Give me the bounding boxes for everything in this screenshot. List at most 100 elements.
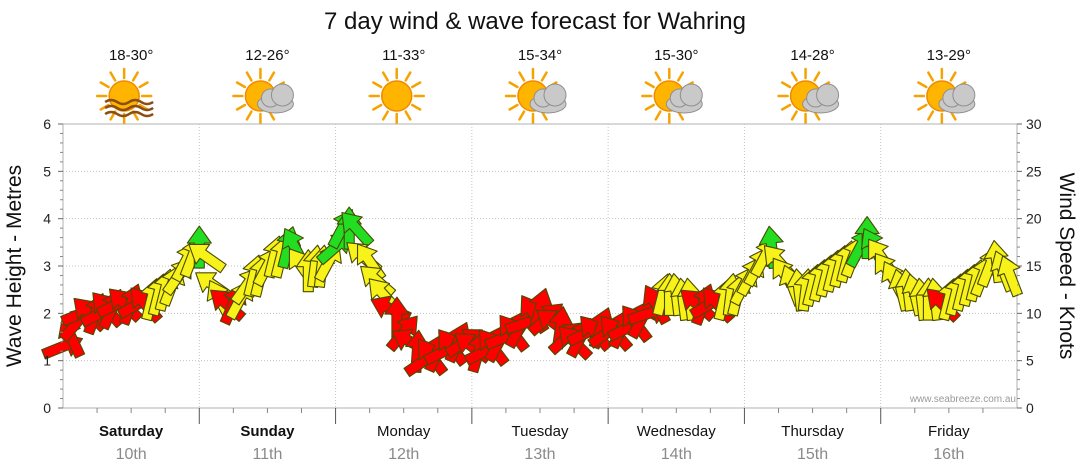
- sun-ray: [644, 103, 655, 111]
- day-labels: Saturday 10th Sunday 11th Monday 12th Tuesday 1…: [99, 423, 970, 463]
- sun-ray: [949, 71, 957, 82]
- left-axis-label: Wave Height - Metres: [3, 165, 26, 367]
- right-tick-label: 5: [1026, 353, 1034, 369]
- day-name-label: Monday: [377, 423, 431, 440]
- sun-ray: [927, 71, 935, 82]
- sun-ray: [518, 110, 526, 121]
- sun-ray: [235, 81, 247, 89]
- cloud-shape: [665, 83, 703, 114]
- day-name-label: Thursday: [781, 423, 844, 440]
- sun-disc: [380, 80, 413, 112]
- temperature-range-label: 14-28°: [790, 47, 834, 64]
- day-date-label: 11th: [252, 446, 282, 463]
- sun-ray: [780, 103, 792, 111]
- sun-ray: [917, 81, 928, 89]
- sun-ray: [381, 71, 389, 82]
- sun-ray: [508, 81, 519, 89]
- left-tick-label: 2: [43, 305, 51, 321]
- partly-cloudy-icon: [777, 67, 840, 125]
- cloud-shape: [802, 83, 840, 114]
- sun-ray: [245, 110, 253, 121]
- sun-ray: [235, 103, 247, 111]
- sun-ray: [540, 71, 548, 82]
- chart-credit: www.seabreeze.com.au: [909, 394, 1016, 405]
- day-date-label: 16th: [933, 446, 964, 463]
- day-name-label: Saturday: [99, 423, 164, 440]
- wind-arrow: [315, 232, 352, 266]
- sunny-haze-icon: [95, 67, 154, 125]
- sun-ray: [644, 81, 655, 89]
- cloud-shape: [938, 83, 976, 114]
- wind-arrow: [341, 211, 375, 248]
- sun-ray: [790, 71, 798, 82]
- sun-ray: [99, 81, 110, 89]
- chart-title: 7 day wind & wave forecast for Wahring: [324, 8, 746, 35]
- right-tick-label: 25: [1026, 163, 1042, 179]
- sun-ray: [917, 103, 928, 111]
- partly-cloudy-icon: [232, 67, 294, 125]
- temperature-range-label: 13-29°: [927, 47, 971, 64]
- left-tick-label: 3: [43, 258, 51, 274]
- cloud-shape: [529, 83, 567, 114]
- sun-ray: [372, 103, 383, 111]
- sun-ray: [813, 71, 821, 82]
- sun-ray: [268, 71, 276, 82]
- temperature-range-label: 15-30°: [654, 47, 698, 64]
- right-axis-label: Wind Speed - Knots: [1055, 173, 1078, 360]
- sun-ray: [790, 110, 798, 121]
- series-marks: [41, 206, 1023, 378]
- day-name-label: Sunday: [240, 423, 295, 440]
- left-tick-label: 0: [43, 400, 51, 416]
- haze-wave: [104, 110, 154, 118]
- wind-arrow: [997, 255, 1023, 298]
- temperature-range-label: 11-33°: [382, 47, 425, 64]
- sun-ray: [780, 81, 792, 89]
- sun-ray: [381, 110, 389, 121]
- sun-ray: [654, 71, 662, 82]
- sun-ray: [508, 103, 519, 111]
- sun-ray: [245, 71, 253, 82]
- day-temperatures: 18-30° 12-26° 11-33° 15-34° 15-30° 14-28° 13-2…: [109, 47, 971, 64]
- sunny-icon: [368, 67, 425, 125]
- sun-ray: [654, 110, 662, 121]
- temperature-range-label: 15-34°: [518, 47, 562, 64]
- sun-ray: [372, 81, 383, 89]
- sun-ray: [927, 110, 935, 121]
- partly-cloudy-icon: [913, 67, 976, 125]
- day-name-label: Tuesday: [512, 423, 569, 440]
- temperature-range-label: 12-26°: [245, 47, 289, 64]
- cloud-shape: [256, 83, 294, 114]
- haze-wave: [104, 98, 154, 106]
- day-date-label: 12th: [388, 446, 419, 463]
- right-tick-label: 0: [1026, 400, 1034, 416]
- right-tick-label: 10: [1026, 305, 1042, 321]
- day-name-label: Friday: [928, 423, 970, 440]
- left-tick-label: 4: [43, 211, 51, 227]
- axes: 0 1 2 3 4 5 6 0 5 10 15 20 25 30: [43, 116, 1042, 424]
- sun-ray: [411, 103, 422, 111]
- left-tick-label: 6: [43, 116, 51, 132]
- sun-ray: [404, 110, 412, 121]
- sun-ray: [109, 71, 117, 82]
- sun-ray: [518, 71, 526, 82]
- sun-ray: [131, 71, 139, 82]
- left-tick-label: 1: [43, 353, 51, 369]
- sun-ray: [677, 71, 685, 82]
- day-date-label: 13th: [524, 446, 555, 463]
- right-tick-label: 20: [1026, 211, 1042, 227]
- partly-cloudy-icon: [641, 67, 703, 125]
- partly-cloudy-icon: [504, 67, 567, 125]
- day-name-label: Wednesday: [637, 423, 716, 440]
- day-date-label: 14th: [661, 446, 692, 463]
- sun-ray: [411, 81, 422, 89]
- right-tick-label: 30: [1026, 116, 1042, 132]
- day-date-label: 10th: [116, 446, 147, 463]
- sun-ray: [138, 81, 149, 89]
- haze-wave: [104, 104, 154, 112]
- left-tick-label: 5: [43, 163, 51, 179]
- right-tick-label: 15: [1026, 258, 1042, 274]
- day-date-label: 15th: [797, 446, 828, 463]
- weather-icons: [95, 67, 976, 125]
- temperature-range-label: 18-30°: [109, 47, 153, 64]
